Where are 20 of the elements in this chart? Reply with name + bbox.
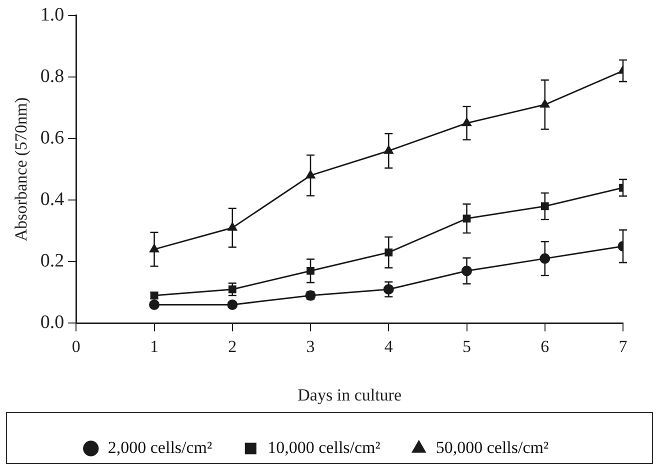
y-tick-label: 0.0 [40, 312, 64, 334]
y-axis-title: Absorbance (570nm) [12, 97, 31, 242]
y-tick-label: 0.4 [40, 189, 65, 210]
legend-label: 2,000 cells/cm² [108, 438, 212, 457]
y-tick-label: 0.2 [40, 250, 64, 272]
x-tick-label: 2 [228, 336, 237, 356]
legend-label: 10,000 cells/cm² [268, 438, 380, 457]
y-tick-label: 0.8 [40, 66, 64, 87]
x-axis-title: Days in culture [298, 385, 402, 404]
x-tick-label: 1 [150, 336, 159, 356]
x-tick-label: 7 [618, 336, 628, 356]
x-tick-label: 6 [540, 336, 550, 356]
point [306, 266, 314, 275]
x-tick-label: 4 [384, 336, 394, 356]
legend-label: 50,000 cells/cm² [436, 438, 549, 457]
x-tick-label: 5 [462, 336, 472, 356]
y-tick-label: 1.0 [40, 4, 64, 26]
x-tick-label: 0 [72, 336, 80, 356]
x-tick-label: 3 [306, 336, 315, 356]
y-tick-label: 0.6 [40, 128, 64, 149]
